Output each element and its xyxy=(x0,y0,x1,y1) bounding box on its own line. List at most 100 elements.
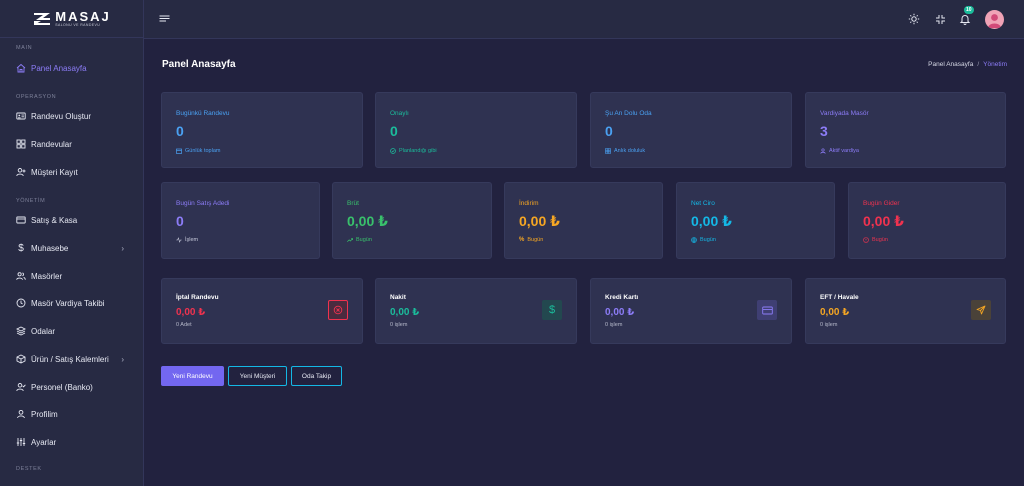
grid-icon xyxy=(605,148,611,154)
stat-label: Nakit xyxy=(390,294,406,301)
sun-icon[interactable] xyxy=(907,12,921,26)
stat-sub: 0 işlem xyxy=(390,322,408,328)
stat-sub: Bugün xyxy=(863,237,888,243)
breadcrumb-current: Yönetim xyxy=(983,61,1007,68)
stat-sub: 0 işlem xyxy=(605,322,623,328)
sidebar-item-panel-anasayfa[interactable]: Panel Anasayfa xyxy=(0,58,143,78)
stat-card-nakit: Nakit 0,00 ₺ 0 işlem $ xyxy=(375,278,577,344)
stat-sub: 0 işlem xyxy=(820,322,838,328)
collapse-icon[interactable] xyxy=(933,12,947,26)
stat-sub: Anlık doluluk xyxy=(605,148,645,154)
stat-sub-text: Bugün xyxy=(527,237,544,243)
nav-section-yonetim: YÖNETİM xyxy=(16,198,46,204)
stat-sub: Günlük toplam xyxy=(176,148,220,154)
stat-sub-text: Bugün xyxy=(872,237,888,243)
stat-card-indirim: İndirim 0,00 ₺ % Bugün xyxy=(504,182,663,259)
stat-card-kredi-karti: Kredi Kartı 0,00 ₺ 0 işlem xyxy=(590,278,792,344)
sidebar-item-urun-satis-kalemleri[interactable]: Ürün / Satış Kalemleri › xyxy=(0,349,143,369)
stat-sub-text: Bugün xyxy=(700,237,716,243)
sidebar-item-satis-kasa[interactable]: Satış & Kasa xyxy=(0,210,143,230)
stat-sub: Aktif vardiya xyxy=(820,148,859,154)
stat-value: 0 xyxy=(176,213,184,229)
users-icon xyxy=(16,271,26,281)
sidebar-item-label: Muhasebe xyxy=(31,243,69,253)
stat-value: 0,00 ₺ xyxy=(347,213,388,229)
box-icon xyxy=(16,354,26,364)
stat-value: 0,00 ₺ xyxy=(519,213,560,229)
sidebar-item-ayarlar[interactable]: Ayarlar xyxy=(0,432,143,452)
avatar[interactable] xyxy=(985,10,1004,29)
sidebar-item-label: Randevular xyxy=(31,139,72,149)
cash-register-icon xyxy=(16,215,26,225)
sidebar-item-label: Randevu Oluştur xyxy=(31,111,92,121)
stat-value: 0 xyxy=(390,123,398,139)
stat-label: Kredi Kartı xyxy=(605,294,639,301)
page-title: Panel Anasayfa xyxy=(162,59,236,70)
sidebar: MASAJ SALONU VE RANDEVU MAIN Panel Anasa… xyxy=(0,0,144,486)
check-circle-icon xyxy=(390,148,396,154)
sidebar-item-muhasebe[interactable]: $ Muhasebe › xyxy=(0,238,143,258)
stat-sub-text: Aktif vardiya xyxy=(829,148,859,154)
clock-icon xyxy=(16,298,26,308)
dollar-icon: $ xyxy=(542,300,562,320)
x-circle-icon xyxy=(328,300,348,320)
stat-value: 0,00 ₺ xyxy=(691,213,732,229)
sidebar-item-personel-banko[interactable]: Personel (Banko) xyxy=(0,377,143,397)
topbar: 10 xyxy=(144,0,1024,39)
sidebar-item-label: Odalar xyxy=(31,326,56,336)
sidebar-item-label: Ürün / Satış Kalemleri xyxy=(31,354,109,364)
stat-value: 0 xyxy=(605,123,613,139)
sidebar-item-profilim[interactable]: Profilim xyxy=(0,404,143,424)
home-icon xyxy=(16,63,26,73)
sidebar-item-masor-vardiya-takibi[interactable]: Masör Vardiya Takibi xyxy=(0,293,143,313)
stat-sub: 0 Adet xyxy=(176,322,192,328)
stat-card-iptal-randevu: İptal Randevu 0,00 ₺ 0 Adet xyxy=(161,278,363,344)
dollar-icon: $ xyxy=(18,242,24,254)
logo[interactable]: MASAJ SALONU VE RANDEVU xyxy=(0,0,143,38)
stat-sub: Planlandığı gibi xyxy=(390,148,437,154)
stat-label: EFT / Havale xyxy=(820,294,859,301)
sidebar-item-randevular[interactable]: Randevular xyxy=(0,134,143,154)
sliders-icon xyxy=(16,437,26,447)
breadcrumb-link[interactable]: Panel Anasayfa xyxy=(928,61,974,68)
breadcrumb-separator: / xyxy=(977,61,980,68)
stat-value: 0,00 ₺ xyxy=(863,213,904,229)
stat-card-bugun-gider: Bugün Gider 0,00 ₺ Bugün xyxy=(848,182,1006,259)
sidebar-item-odalar[interactable]: Odalar xyxy=(0,321,143,341)
globe-icon xyxy=(691,237,697,243)
sidebar-item-label: Ayarlar xyxy=(31,437,57,447)
alert-circle-icon xyxy=(863,237,869,243)
sidebar-item-randevu-olustur[interactable]: Randevu Oluştur xyxy=(0,106,143,126)
stat-label: Bugünkü Randevu xyxy=(176,110,230,117)
stat-value: 0,00 ₺ xyxy=(605,307,635,318)
nav-section-main: MAIN xyxy=(16,45,33,51)
stat-card-brut: Brüt 0,00 ₺ Bugün xyxy=(332,182,492,259)
stat-sub: Bugün xyxy=(691,237,716,243)
layers-icon xyxy=(16,326,26,336)
stat-value: 0,00 ₺ xyxy=(820,307,850,318)
bell-icon[interactable] xyxy=(958,12,972,26)
sidebar-item-musteri-kayit[interactable]: Müşteri Kayıt xyxy=(0,162,143,182)
grid-icon xyxy=(16,139,26,149)
nav-section-operasyon: OPERASYON xyxy=(16,94,57,100)
stat-value: 0,00 ₺ xyxy=(390,307,420,318)
room-tracking-button[interactable]: Oda Takip xyxy=(291,366,342,386)
activity-icon xyxy=(176,237,182,243)
sidebar-item-masorler[interactable]: Masörler xyxy=(0,266,143,286)
sidebar-item-label: Personel (Banko) xyxy=(31,382,93,392)
stat-label: İptal Randevu xyxy=(176,294,219,301)
new-appointment-button[interactable]: Yeni Randevu xyxy=(161,366,224,386)
user-icon xyxy=(16,409,26,419)
stat-sub: Bugün xyxy=(347,237,372,243)
calendar-icon xyxy=(176,148,182,154)
stat-value: 0 xyxy=(176,123,184,139)
stat-value: 0,00 ₺ xyxy=(176,307,206,318)
credit-card-icon xyxy=(757,300,777,320)
stat-sub: İşlem xyxy=(176,237,198,243)
percent-icon: % xyxy=(519,237,525,243)
menu-icon[interactable] xyxy=(159,14,170,24)
new-customer-button[interactable]: Yeni Müşteri xyxy=(228,366,287,386)
stat-card-bugunku-randevu: Bugünkü Randevu 0 Günlük toplam xyxy=(161,92,363,168)
id-card-icon xyxy=(16,111,26,121)
stat-card-su-an-dolu-oda: Şu An Dolu Oda 0 Anlık doluluk xyxy=(590,92,792,168)
